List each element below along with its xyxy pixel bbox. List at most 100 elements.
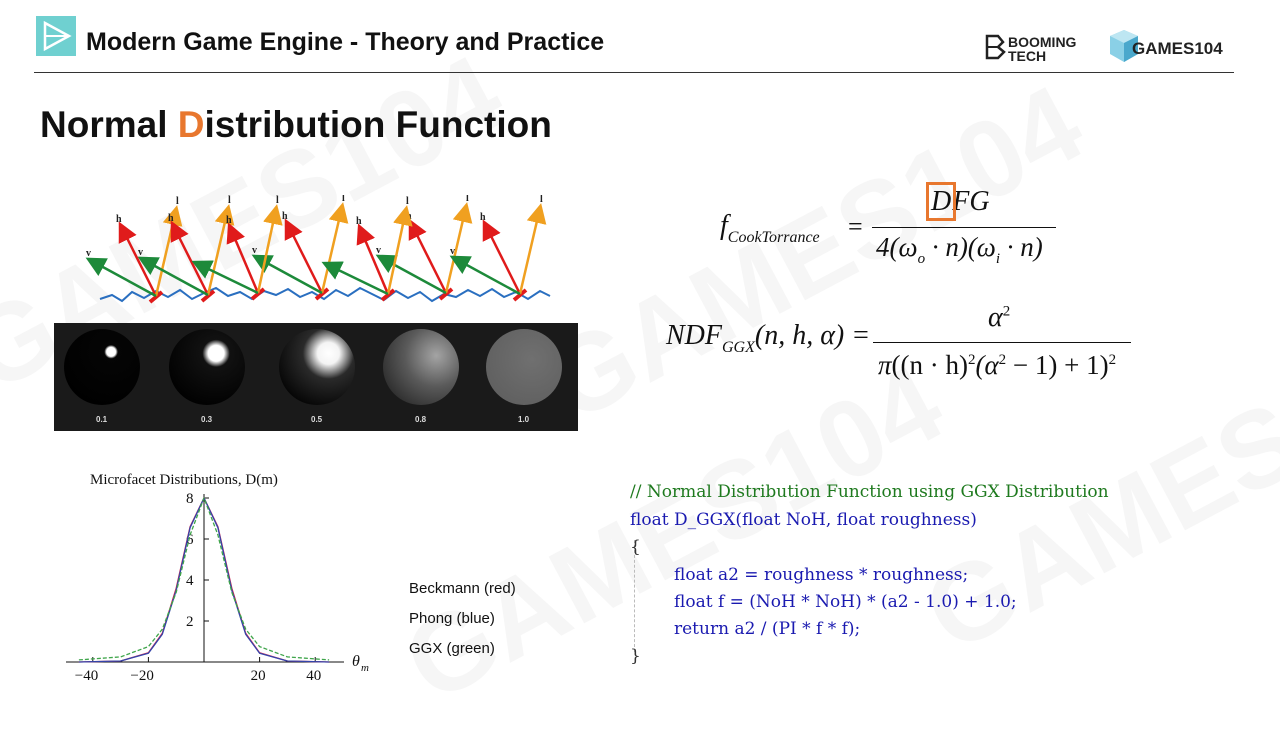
denominator-sub-o: o — [917, 251, 926, 267]
x-ticks: −40 −20 20 40 — [75, 657, 321, 684]
legend-ggx: GGX (green) — [409, 640, 495, 657]
sphere-roughness-0.3 — [169, 329, 245, 405]
cook-torrance-denominator: 4(ωo · n)(ωi · n) — [876, 232, 1043, 267]
half-vector-arrow — [284, 218, 324, 294]
view-vector-arrow — [85, 257, 157, 298]
view-vector-arrow — [321, 261, 389, 296]
l-label: l — [228, 195, 231, 206]
light-vector-arrow — [518, 203, 547, 295]
code-comment: // Normal Distribution Function using GG… — [630, 482, 1109, 502]
v-label: v — [86, 248, 91, 259]
l-label: l — [276, 195, 279, 206]
h-label: h — [282, 211, 288, 222]
numerator-fg: FG — [952, 186, 990, 217]
course-logo — [36, 16, 76, 56]
y-tick-label: 4 — [186, 573, 194, 589]
code-function-signature: float D_GGX(float NoH, float roughness) — [630, 510, 977, 530]
h-label: h — [356, 216, 362, 227]
y-tick-label: 2 — [186, 614, 194, 630]
sphere-label: 0.8 — [415, 415, 427, 424]
denominator-sub-i: i — [995, 251, 1001, 267]
light-vector-arrow — [386, 205, 413, 295]
cook-torrance-equals: = — [848, 212, 863, 241]
x-axis-label-sub: m — [361, 662, 369, 674]
x-tick-label: 40 — [306, 668, 321, 684]
sphere-label: 0.5 — [311, 415, 323, 424]
x-tick-label: −40 — [75, 668, 98, 684]
microfacet-segment — [250, 287, 266, 301]
ndf-numerator-alpha: α — [988, 302, 1003, 333]
series-line-ggx — [78, 497, 330, 661]
microfacet-segment — [314, 287, 330, 301]
v-label: v — [376, 245, 381, 256]
x-tick-label: 20 — [251, 668, 266, 684]
ndf-numerator-exponent: 2 — [1002, 303, 1011, 320]
light-vector-arrow — [256, 204, 283, 294]
microfacet-segment — [148, 290, 164, 304]
play-triangle-icon — [43, 20, 72, 52]
ndf-den-part: (α — [975, 350, 999, 380]
ndf-ggx-numerator: α2 — [988, 302, 1010, 334]
denominator-part: 4(ω — [876, 232, 918, 262]
header-divider — [34, 72, 1234, 73]
sphere-label: 0.3 — [201, 415, 213, 424]
view-vector-arrow — [449, 255, 521, 296]
y-tick-label: 6 — [186, 532, 194, 548]
cook-torrance-numerator: DFG — [925, 182, 990, 221]
v-label: v — [450, 246, 455, 257]
ndf-den-part: ((n · h) — [891, 350, 968, 380]
brand-games-text: GAMES104 — [1132, 39, 1223, 58]
light-vector-arrow — [206, 204, 235, 296]
legend-phong: Phong (blue) — [409, 610, 495, 627]
cook-torrance-f: f — [720, 210, 728, 241]
half-vector-arrow — [226, 222, 260, 294]
plot-series — [78, 497, 330, 663]
ndf-den-exponent: 2 — [968, 352, 976, 368]
title-prefix: Normal — [40, 104, 178, 145]
plot-title: Microfacet Distributions, D(m) — [90, 472, 278, 488]
cook-torrance-lhs: fCookTorrance — [720, 210, 820, 246]
legend-beckmann: Beckmann (red) — [409, 580, 516, 597]
h-label: h — [226, 215, 232, 226]
title-highlight: D — [177, 104, 205, 145]
indent-guide — [634, 540, 635, 652]
v-label: v — [252, 245, 257, 256]
l-label: l — [466, 195, 469, 204]
sphere-label: 0.1 — [96, 415, 108, 424]
l-label: l — [406, 196, 409, 207]
view-vector-arrow — [251, 254, 323, 295]
h-label: h — [168, 213, 174, 224]
view-vector-arrow — [191, 260, 259, 295]
cook-torrance-subscript: CookTorrance — [727, 229, 820, 246]
half-vector-arrow — [170, 220, 210, 296]
ndf-den-pi: π — [878, 350, 892, 380]
half-vector-arrow — [482, 219, 522, 295]
ndf-ggx-fraction-bar — [873, 342, 1131, 343]
booming-tech-logo: BOOMING TECH — [985, 34, 1077, 64]
code-open-brace: { — [630, 537, 641, 557]
code-line-f: float f = (NoH * NoH) * (a2 - 1.0) + 1.0… — [674, 592, 1017, 612]
slide-title: Normal Distribution Function — [40, 104, 552, 146]
ndf-args: (n, h, α) = — [754, 320, 871, 351]
games104-logo: GAMES104 — [1110, 30, 1223, 62]
l-label: l — [342, 195, 345, 204]
x-axis-label: θ — [352, 653, 360, 670]
sphere-label: 1.0 — [518, 415, 530, 424]
h-label: h — [480, 212, 486, 223]
roughness-spheres: 0.1 0.3 0.5 0.8 1.0 — [54, 323, 578, 431]
microfacet-segment — [380, 288, 396, 302]
l-label: l — [540, 195, 543, 205]
cook-torrance-fraction-bar — [872, 227, 1056, 228]
microfacet-segment — [512, 288, 528, 302]
code-line-a2: float a2 = roughness * roughness; — [674, 565, 969, 585]
ndf-label: NDF — [666, 320, 722, 351]
microfacet-segment — [438, 287, 454, 301]
v-label: v — [138, 247, 143, 258]
y-tick-label: 8 — [186, 491, 194, 507]
denominator-part: · n)(ω — [925, 232, 996, 262]
sphere-roughness-1.0 — [486, 329, 562, 405]
h-label: h — [406, 211, 412, 222]
